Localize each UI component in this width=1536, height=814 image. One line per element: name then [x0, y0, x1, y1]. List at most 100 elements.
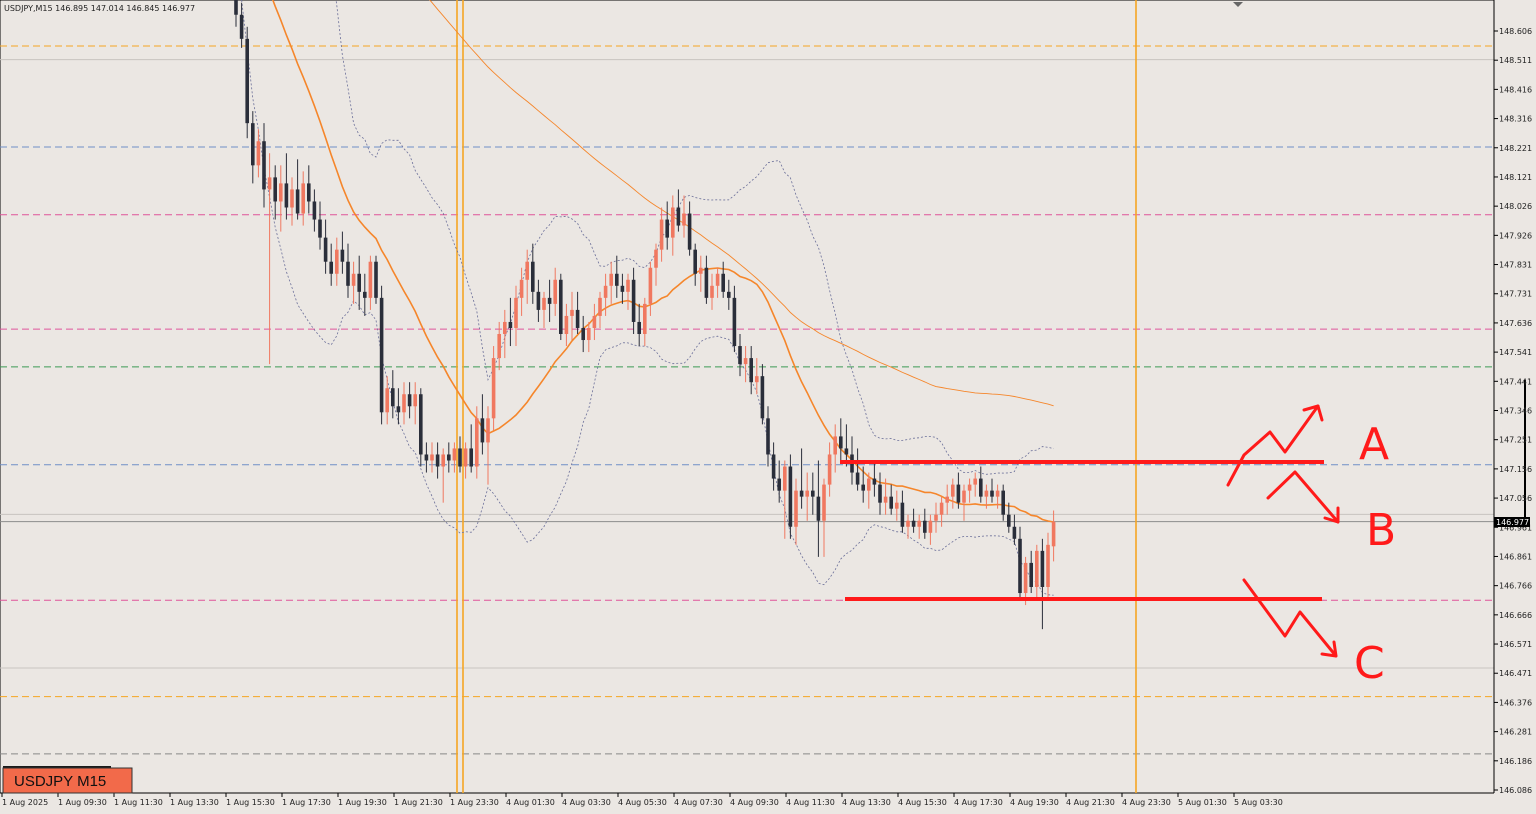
candle — [637, 303, 641, 347]
candle-body — [895, 502, 899, 509]
moving-average-100 — [429, 0, 1054, 407]
candle — [430, 442, 434, 473]
candle — [749, 346, 753, 395]
candle — [631, 267, 636, 334]
candle-body — [799, 490, 804, 497]
x-tick-label: 4 Aug 09:30 — [730, 798, 779, 807]
candle-body — [497, 333, 501, 359]
candle-body — [962, 490, 966, 503]
candle-body — [234, 0, 238, 15]
price-axis-bg — [1494, 0, 1536, 814]
vertical-markers — [456, 0, 1137, 793]
candle-body — [682, 213, 686, 226]
y-tick-label: 148.316 — [1499, 115, 1532, 124]
candle-body — [732, 297, 737, 347]
candle — [251, 111, 255, 184]
candle — [1001, 484, 1005, 521]
candle — [307, 165, 311, 214]
candle — [508, 297, 513, 347]
candle — [911, 508, 916, 533]
candle — [928, 514, 933, 545]
candle-body — [424, 454, 429, 461]
candle — [771, 442, 776, 491]
candle-body — [906, 520, 910, 527]
candle-body — [508, 321, 513, 328]
candle — [514, 285, 518, 347]
x-tick-label: 5 Aug 01:30 — [1178, 798, 1227, 807]
candle — [435, 442, 440, 479]
candle-body — [1035, 550, 1039, 587]
candle-body — [391, 388, 395, 407]
ohlc-header: USDJPY,M15 146.895 147.014 146.845 146.9… — [4, 4, 195, 13]
candle-body — [290, 189, 294, 208]
scroll-marker-icon[interactable] — [1233, 2, 1243, 7]
candle — [995, 484, 1000, 509]
candle-body — [267, 177, 272, 190]
candle-body — [889, 496, 893, 509]
candle-body — [239, 14, 244, 39]
x-tick-label: 4 Aug 13:30 — [842, 798, 891, 807]
x-tick-label: 4 Aug 21:30 — [1066, 798, 1115, 807]
candle — [441, 448, 445, 503]
candle — [951, 478, 955, 509]
candle — [256, 129, 261, 178]
candle — [346, 243, 350, 298]
candle-body — [1051, 521, 1056, 547]
candle — [458, 436, 462, 473]
candle-body — [620, 285, 625, 292]
candle-body — [368, 261, 373, 298]
candle — [1029, 550, 1033, 594]
candle-body — [822, 484, 826, 521]
candle-body — [458, 448, 462, 467]
candle — [984, 484, 989, 509]
x-tick-label: 1 Aug 17:30 — [282, 798, 331, 807]
candle — [710, 273, 714, 310]
candle-body — [973, 478, 977, 485]
candle-body — [385, 388, 389, 413]
candle-body — [374, 261, 378, 298]
candle — [385, 376, 389, 425]
candle — [519, 267, 524, 316]
candle-body — [676, 207, 681, 226]
y-tick-label: 146.186 — [1499, 757, 1532, 766]
candle-body — [1012, 526, 1017, 539]
candle — [525, 249, 529, 304]
x-tick-label: 4 Aug 03:30 — [562, 798, 611, 807]
candle — [279, 165, 283, 232]
candle-body — [883, 496, 888, 503]
candle-body — [827, 454, 832, 485]
candle — [889, 484, 893, 515]
candle — [1040, 538, 1045, 630]
candle — [939, 496, 944, 527]
candle — [687, 201, 692, 256]
candle-body — [816, 496, 821, 521]
candle — [760, 364, 765, 425]
candle — [570, 291, 574, 341]
candle — [273, 165, 277, 220]
candle — [419, 388, 423, 467]
candle-body — [245, 38, 249, 124]
candle — [671, 195, 675, 256]
candle — [900, 490, 905, 533]
candles — [234, 0, 1056, 630]
candle — [699, 255, 703, 292]
candle — [295, 159, 300, 220]
y-tick-label: 147.441 — [1499, 377, 1532, 386]
candle-body — [323, 237, 328, 262]
candle-body — [542, 297, 546, 310]
y-tick-label: 148.416 — [1499, 85, 1532, 94]
x-tick-label: 1 Aug 21:30 — [394, 798, 443, 807]
candle — [727, 279, 731, 310]
candle-body — [704, 267, 709, 298]
candle — [340, 231, 345, 274]
candle-body — [396, 406, 401, 413]
candle-body — [715, 273, 720, 286]
candle — [357, 255, 361, 310]
candle-body — [318, 219, 322, 238]
candle — [396, 388, 401, 425]
candle-body — [598, 297, 602, 316]
candle-body — [295, 189, 300, 214]
candle — [990, 478, 994, 503]
candle-body — [357, 273, 361, 292]
candle-body — [654, 249, 658, 268]
